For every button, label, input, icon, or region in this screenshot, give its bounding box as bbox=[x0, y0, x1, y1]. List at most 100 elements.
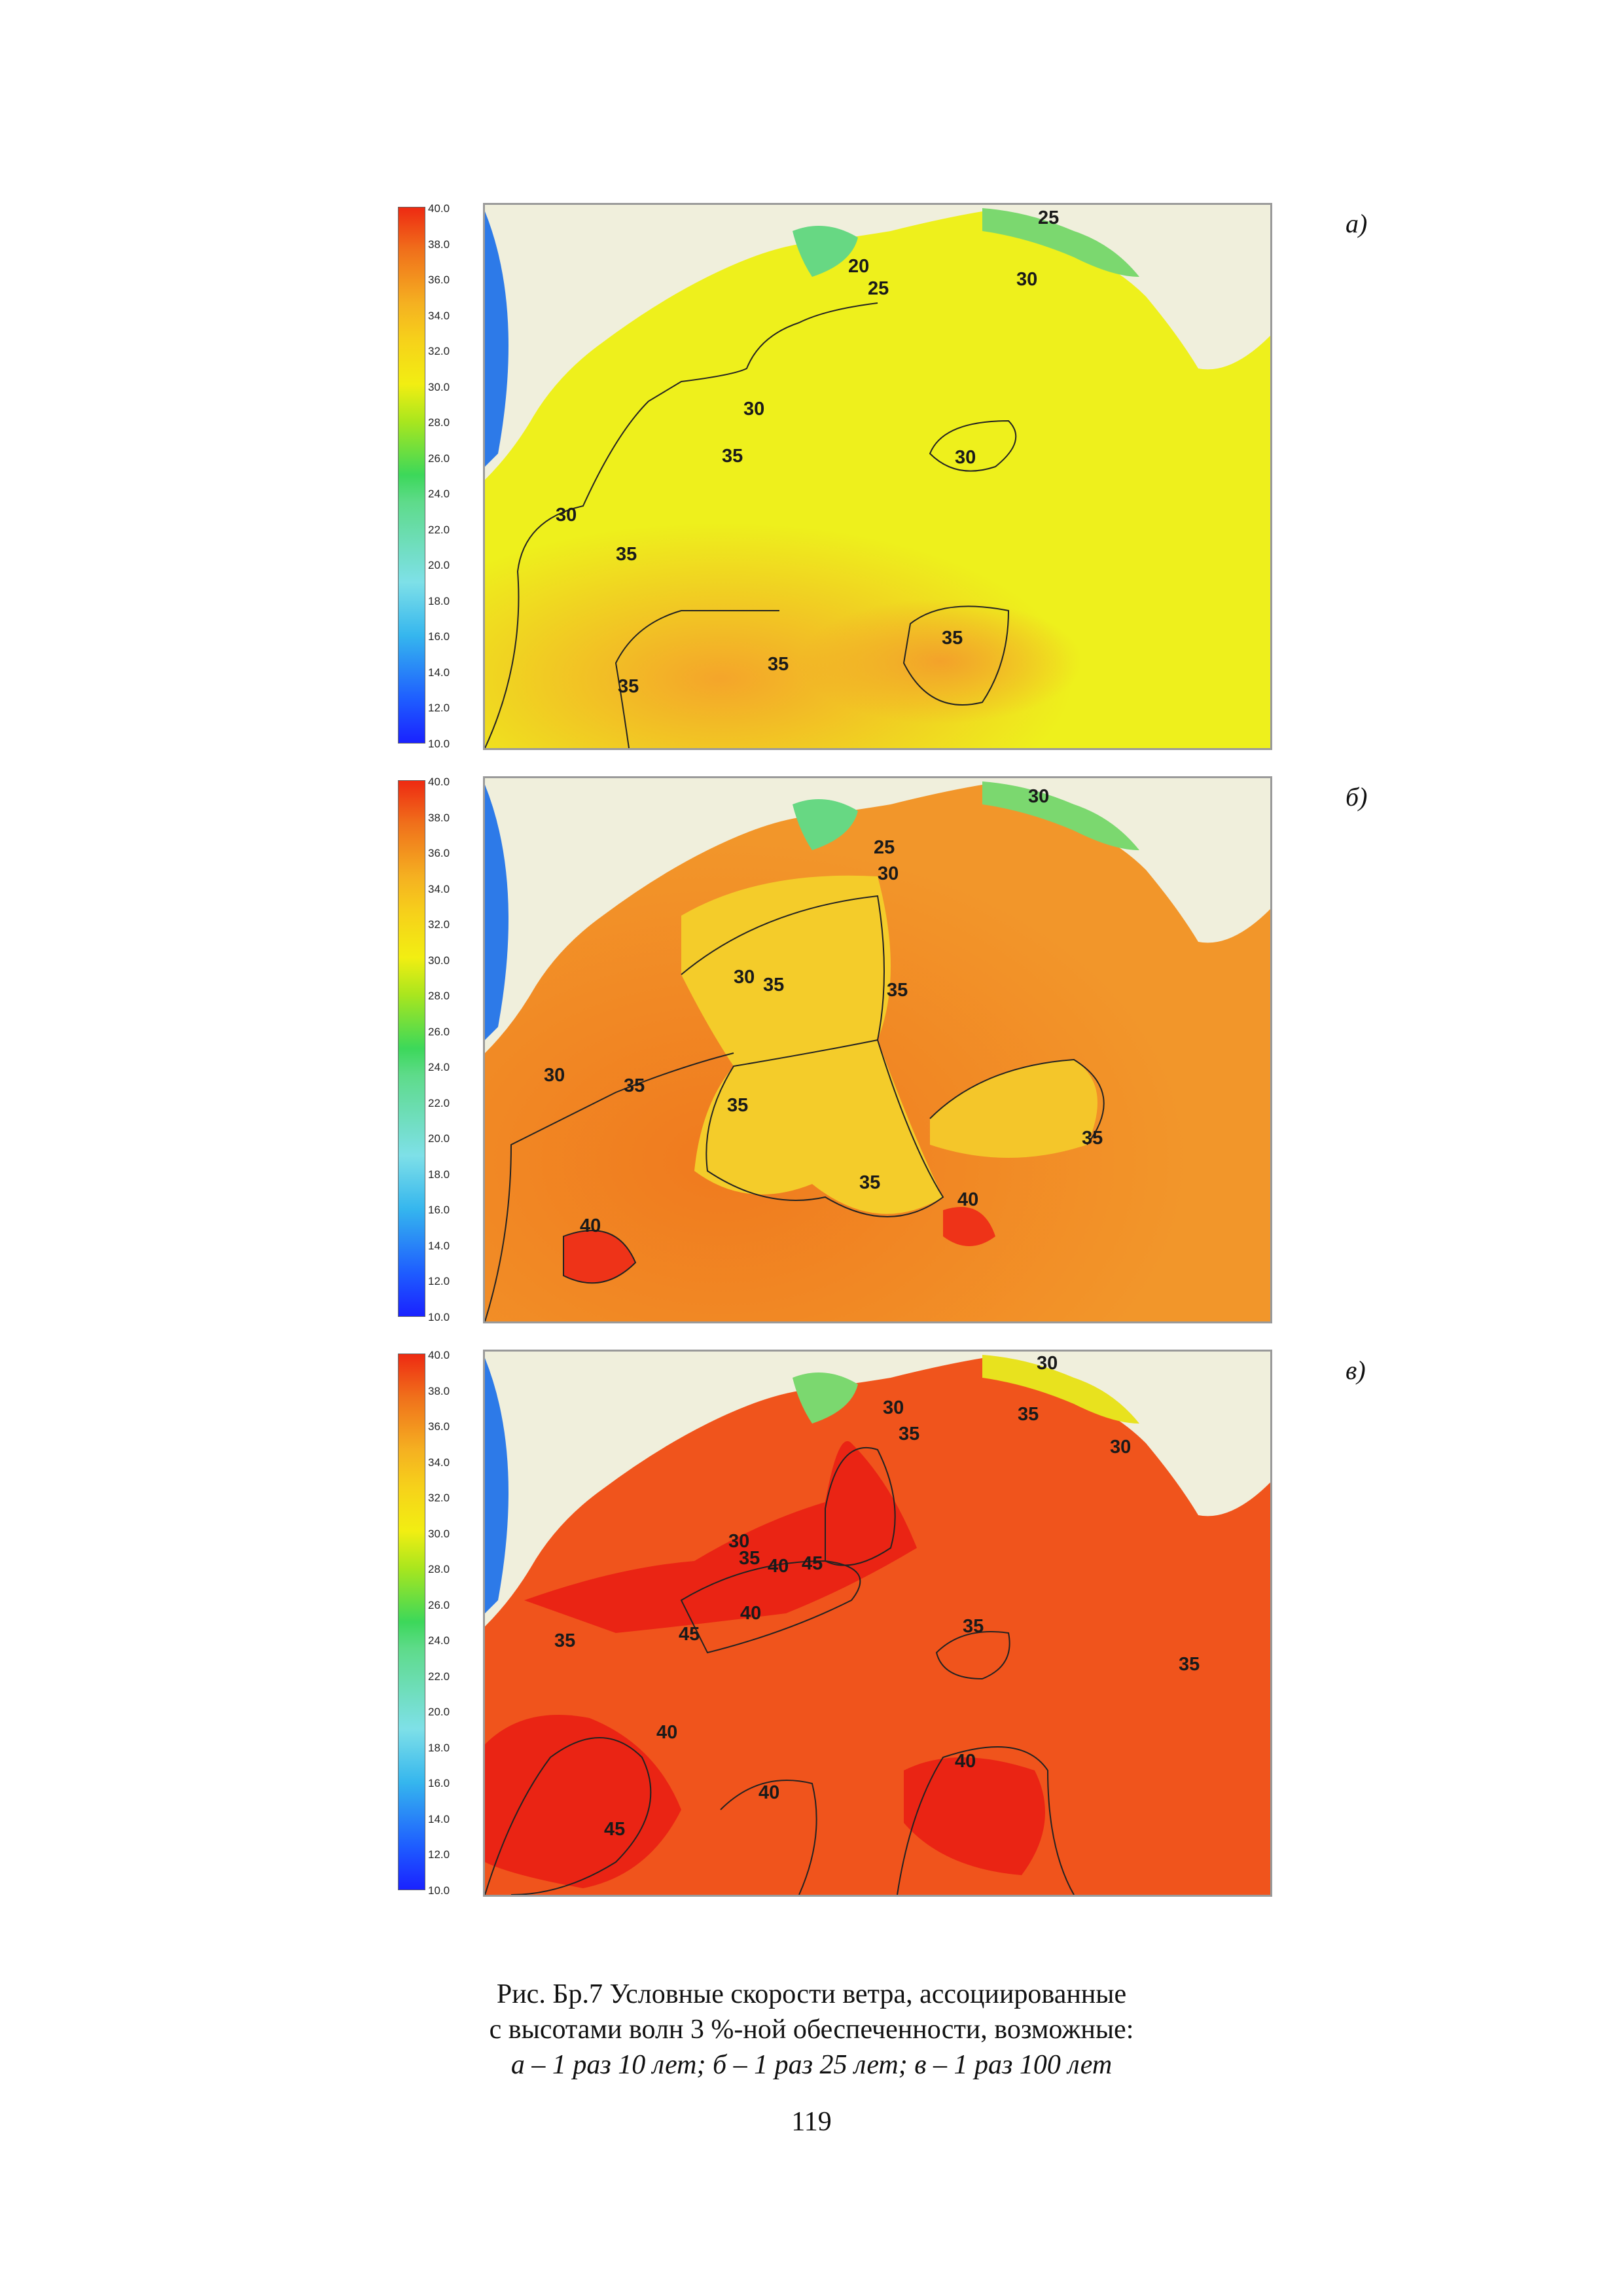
color-scale-tick: 34.0 bbox=[428, 1456, 450, 1469]
color-scale-tick: 14.0 bbox=[428, 1812, 450, 1825]
isoline-label: 30 bbox=[1016, 269, 1038, 290]
isoline-label: 20 bbox=[848, 256, 870, 277]
panel-label: а) bbox=[1346, 209, 1368, 238]
color-scale-tick: 40.0 bbox=[428, 776, 450, 788]
color-scale-tick: 10.0 bbox=[428, 1884, 450, 1897]
color-scale-tick: 14.0 bbox=[428, 666, 450, 679]
isoline-label: 30 bbox=[883, 1397, 904, 1418]
color-scale-tick: 28.0 bbox=[428, 416, 450, 429]
isoline-label: 35 bbox=[618, 676, 639, 697]
color-scale-tick: 36.0 bbox=[428, 847, 450, 860]
isoline-label: 35 bbox=[739, 1548, 760, 1569]
color-scale-tick: 28.0 bbox=[428, 1563, 450, 1576]
color-scale-tick: 14.0 bbox=[428, 1239, 450, 1252]
color-scale-tick: 24.0 bbox=[428, 1634, 450, 1647]
color-scale-tick: 16.0 bbox=[428, 1777, 450, 1790]
isoline-label: 35 bbox=[1018, 1404, 1039, 1425]
isoline-label: 35 bbox=[768, 654, 789, 675]
color-scale-tick: 34.0 bbox=[428, 309, 450, 322]
color-scale-tick: 38.0 bbox=[428, 1384, 450, 1397]
color-scale-tick: 40.0 bbox=[428, 1349, 450, 1361]
color-scale-tick: 36.0 bbox=[428, 1420, 450, 1433]
color-scale-bar bbox=[398, 207, 425, 744]
isoline-label: 35 bbox=[887, 980, 908, 1001]
isoline-label: 35 bbox=[1179, 1654, 1200, 1675]
color-scale-tick: 12.0 bbox=[428, 1848, 450, 1861]
color-scale-tick: 32.0 bbox=[428, 1492, 450, 1505]
isoline-label: 45 bbox=[604, 1819, 626, 1840]
color-scale-tick: 28.0 bbox=[428, 990, 450, 1003]
color-scale-tick: 22.0 bbox=[428, 1096, 450, 1109]
wind-speed-map-a: 25 20 25 30 30 35 30 30 35 35 35 35 bbox=[483, 203, 1272, 750]
isoline-label: 25 bbox=[1038, 207, 1060, 228]
isoline-label: 35 bbox=[616, 544, 637, 565]
isoline-label: 30 bbox=[1028, 786, 1050, 807]
color-scale-tick: 24.0 bbox=[428, 488, 450, 501]
isoline-label: 40 bbox=[580, 1215, 601, 1236]
color-scale-tick: 12.0 bbox=[428, 1275, 450, 1288]
figure-panel-c: 40.0 38.0 36.0 34.0 32.0 30.0 28.0 26.0 24.0 22.0… bbox=[0, 1343, 1623, 1906]
isoline-label: 35 bbox=[942, 628, 963, 649]
color-scale-tick: 16.0 bbox=[428, 630, 450, 643]
color-scale-tick: 30.0 bbox=[428, 380, 450, 393]
map-b-fill bbox=[485, 781, 1270, 1321]
isoline-label: 35 bbox=[624, 1075, 645, 1096]
color-scale-tick: 24.0 bbox=[428, 1061, 450, 1074]
color-scale-tick: 20.0 bbox=[428, 1132, 450, 1145]
isoline-label: 30 bbox=[743, 399, 765, 420]
page-number: 119 bbox=[791, 2107, 832, 2137]
isoline-label: 40 bbox=[758, 1782, 780, 1803]
color-scale-tick: 16.0 bbox=[428, 1204, 450, 1217]
figure-panel-b: 40.0 38.0 36.0 34.0 32.0 30.0 28.0 26.0 24.0 22.0… bbox=[0, 770, 1623, 1333]
isoline-label: 45 bbox=[679, 1624, 700, 1645]
isoline-label: 35 bbox=[899, 1424, 920, 1444]
caption-line-1: Рис. Бр.7 Условные скорости ветра, ассоц… bbox=[496, 1979, 1127, 2009]
isoline-label: 30 bbox=[1037, 1353, 1058, 1374]
color-scale-tick: 22.0 bbox=[428, 523, 450, 536]
isoline-label: 35 bbox=[1082, 1128, 1103, 1149]
isoline-label: 35 bbox=[722, 446, 743, 467]
isoline-label: 40 bbox=[768, 1556, 789, 1577]
color-scale-tick: 18.0 bbox=[428, 1741, 450, 1754]
color-scale-bar bbox=[398, 1354, 425, 1890]
isoline-label: 40 bbox=[656, 1722, 678, 1743]
color-scale-tick: 10.0 bbox=[428, 1311, 450, 1323]
isoline-label: 40 bbox=[740, 1603, 762, 1624]
isoline-label: 45 bbox=[802, 1553, 823, 1574]
isoline-label: 40 bbox=[957, 1189, 979, 1210]
color-scale-tick: 20.0 bbox=[428, 1706, 450, 1719]
isoline-label: 30 bbox=[556, 505, 577, 526]
color-scale-tick: 34.0 bbox=[428, 882, 450, 895]
caption-line-2: с высотами волн 3 %-ной обеспеченности, … bbox=[489, 2015, 1134, 2045]
isoline-label: 30 bbox=[878, 863, 899, 884]
isoline-label: 30 bbox=[955, 447, 976, 468]
color-scale-tick: 10.0 bbox=[428, 738, 450, 750]
color-scale-tick: 26.0 bbox=[428, 1025, 450, 1038]
isoline-label: 25 bbox=[868, 278, 889, 299]
color-scale-tick: 38.0 bbox=[428, 238, 450, 251]
color-scale-tick: 20.0 bbox=[428, 559, 450, 572]
isoline-label: 35 bbox=[554, 1630, 576, 1651]
wind-speed-map-c: 30 30 35 35 30 30 35 40 45 45 40 35 35 3… bbox=[483, 1350, 1272, 1897]
isoline-label: 35 bbox=[727, 1095, 749, 1116]
color-scale-tick: 32.0 bbox=[428, 918, 450, 931]
color-scale-bar bbox=[398, 780, 425, 1317]
color-scale-tick: 22.0 bbox=[428, 1670, 450, 1683]
isoline-label: 35 bbox=[963, 1616, 984, 1637]
color-scale-tick: 38.0 bbox=[428, 811, 450, 824]
caption-line-3: а – 1 раз 10 лет; б – 1 раз 25 лет; в – … bbox=[510, 2050, 1113, 2080]
isoline-label: 30 bbox=[544, 1065, 565, 1086]
color-scale-tick: 30.0 bbox=[428, 1527, 450, 1540]
wind-speed-map-b: 30 25 30 30 35 35 30 35 35 35 35 40 40 bbox=[483, 776, 1272, 1323]
isoline-label: 30 bbox=[734, 967, 755, 988]
color-scale-tick: 36.0 bbox=[428, 274, 450, 287]
isoline-label: 25 bbox=[874, 837, 895, 858]
color-scale-tick: 12.0 bbox=[428, 702, 450, 715]
color-scale-tick: 40.0 bbox=[428, 202, 450, 215]
isoline-label: 35 bbox=[763, 975, 785, 996]
isoline-label: 30 bbox=[1110, 1437, 1132, 1458]
map-a-fill bbox=[485, 208, 1270, 748]
color-scale-tick: 18.0 bbox=[428, 594, 450, 607]
panel-label: в) bbox=[1346, 1355, 1366, 1385]
figure-panel-a: 40.0 38.0 36.0 34.0 32.0 30.0 28.0 26.0 24.0 22.0… bbox=[0, 196, 1623, 759]
